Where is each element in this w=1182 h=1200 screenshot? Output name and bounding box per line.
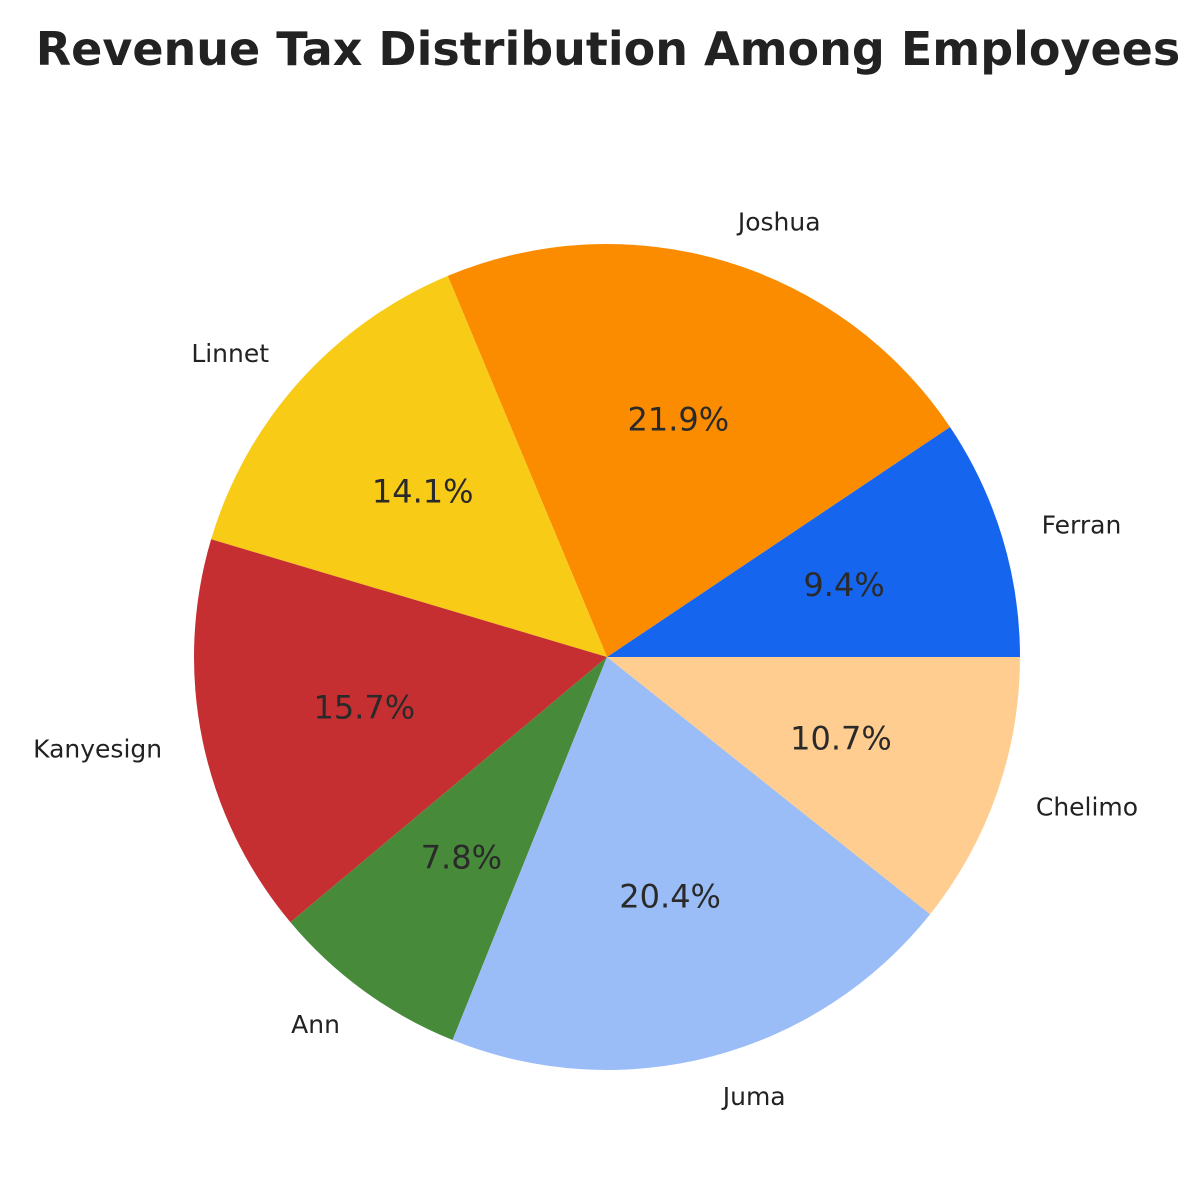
slice-category-label: Ferran <box>1042 510 1122 539</box>
slice-percent-label: 20.4% <box>619 878 721 916</box>
pie-slice-chelimo <box>607 657 1020 915</box>
pie-slice-ferran <box>607 427 1020 657</box>
chart-title: Revenue Tax Distribution Among Employees <box>35 22 1181 76</box>
slice-percent-label: 14.1% <box>372 472 474 510</box>
pie-slice-ann <box>290 657 607 1041</box>
slice-percent-label: 15.7% <box>314 688 416 726</box>
slice-category-label: Kanyesign <box>33 735 162 764</box>
slice-category-label: Linnet <box>191 339 269 368</box>
slice-percent-label: 7.8% <box>421 838 502 876</box>
pie-slice-kanyesign <box>194 539 607 923</box>
pie-slice-joshua <box>447 244 951 657</box>
pie-slice-juma <box>452 657 931 1071</box>
slice-category-label: Chelimo <box>1036 792 1138 821</box>
slice-category-label: Ann <box>291 1010 340 1039</box>
slice-percent-label: 9.4% <box>803 566 884 604</box>
slice-category-label: Juma <box>721 1082 786 1111</box>
slice-percent-label: 21.9% <box>628 401 730 439</box>
slice-category-label: Joshua <box>736 207 821 236</box>
pie-slice-linnet <box>211 275 608 657</box>
slice-percent-label: 10.7% <box>790 720 892 758</box>
